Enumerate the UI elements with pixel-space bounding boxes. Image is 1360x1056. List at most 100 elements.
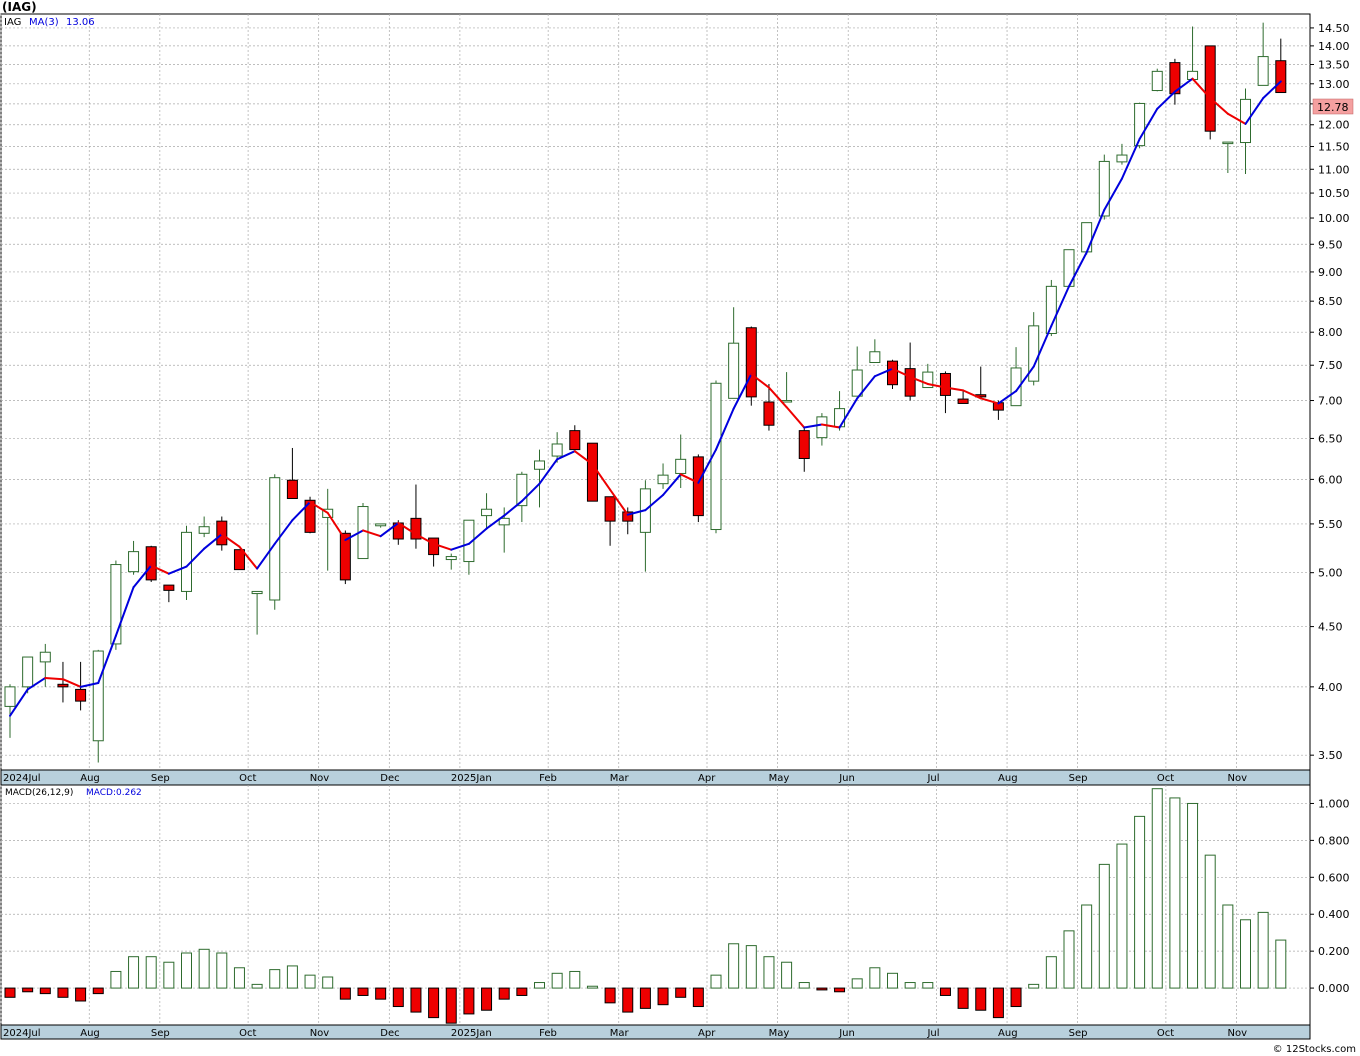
candle-body: [1204, 45, 1216, 132]
price-panel-frame: [0, 13, 1311, 771]
ma-segment: [467, 527, 488, 545]
chart-title: (IAG): [2, 0, 37, 14]
ma-segment: [1209, 97, 1229, 115]
ma-segment: [732, 373, 753, 410]
candle-body: [75, 688, 87, 702]
candle: [887, 359, 898, 389]
macd-bar: [1028, 983, 1040, 989]
candle-body: [551, 443, 563, 457]
ma-segment: [1191, 77, 1212, 100]
macd-y-tick-label: 0.800: [1318, 834, 1350, 847]
ma-segment: [1262, 80, 1282, 100]
candle-body: [286, 479, 298, 500]
macd-bar: [1063, 930, 1075, 989]
ma-segment: [414, 533, 435, 545]
ma-label: MA(3): [29, 17, 59, 28]
candle-body: [57, 683, 69, 688]
ma-segment: [997, 390, 1018, 405]
price-candles: [4, 22, 1287, 763]
macd-panel-frame: [0, 784, 1311, 1026]
macd-bar: [639, 987, 651, 1009]
macd-bar: [463, 987, 475, 1015]
symbol-label: IAG: [4, 17, 21, 28]
ma-segment: [697, 448, 717, 484]
candle: [516, 471, 528, 523]
price-y-tick-label: 6.50: [1318, 432, 1343, 445]
macd-value: MACD:0.262: [86, 788, 142, 798]
macd-x-axis: 2024Jul Aug Sep Oct Nov Dec 2025Jan Feb Mar Apr Ma…: [0, 1024, 1311, 1040]
candle-body: [534, 460, 545, 470]
macd-bar: [163, 961, 175, 989]
price-x-tick-label: Oct: [1157, 773, 1174, 784]
macd-y-tick-label: 1.000: [1318, 797, 1350, 810]
ma-segment: [750, 373, 770, 389]
candle: [657, 463, 669, 489]
price-y-tick-label: 7.50: [1318, 359, 1343, 372]
candle-body: [710, 382, 722, 531]
macd-bar: [604, 987, 616, 1004]
ma-segment: [97, 634, 117, 685]
macd-x-tick-label: Jul: [926, 1028, 939, 1039]
candle: [57, 661, 69, 703]
macd-bar: [198, 948, 210, 989]
macd-bar: [481, 987, 493, 1011]
candle: [939, 371, 951, 414]
price-x-axis: 2024Jul Aug Sep Oct Nov Dec 2025Jan Feb Mar Apr Ma…: [0, 769, 1311, 786]
price-y-tick-label: 6.00: [1318, 473, 1343, 486]
candle: [1204, 45, 1216, 140]
ma-segment: [185, 547, 206, 568]
macd-y-tick-label: 0.000: [1318, 982, 1350, 995]
macd-bar: [622, 987, 634, 1013]
price-y-tick-label: 4.00: [1318, 681, 1343, 694]
candle-body: [763, 401, 775, 426]
candle-body: [869, 351, 881, 364]
candle: [904, 342, 916, 401]
price-y-tick-label: 3.50: [1318, 749, 1343, 762]
ma-segment: [926, 382, 947, 389]
price-gridlines: [0, 14, 1310, 770]
ma-segment: [256, 542, 276, 570]
macd-bar: [445, 987, 457, 1024]
macd-bar: [1204, 854, 1216, 989]
ma-segment: [803, 423, 823, 429]
ma-segment: [962, 389, 982, 400]
macd-bar: [322, 976, 334, 989]
candle: [586, 442, 598, 502]
candle-body: [216, 520, 228, 546]
candle-body: [957, 398, 969, 404]
site-credit: © 12Stocks.com: [1272, 1044, 1356, 1055]
macd-x-axis-band: [0, 1024, 1311, 1040]
ma-segment: [891, 367, 912, 378]
candle: [798, 427, 810, 472]
price-x-tick-label: 2024Jul: [3, 773, 41, 784]
price-y-tick-label: 11.50: [1318, 141, 1350, 154]
candle-body: [834, 408, 846, 428]
candle-body: [728, 342, 740, 399]
candle: [1222, 141, 1234, 174]
candle: [869, 339, 881, 364]
macd-x-tick-label: 2024Jul: [3, 1028, 41, 1039]
candle: [728, 307, 740, 399]
candle-body: [1275, 60, 1287, 94]
macd-bar: [92, 987, 104, 995]
ma-segment: [220, 533, 241, 548]
ma-segment: [1050, 285, 1070, 327]
candle: [128, 540, 140, 575]
candle-body: [692, 456, 704, 517]
macd-x-tick-label: Aug: [998, 1028, 1018, 1039]
macd-x-tick-label: Oct: [1157, 1028, 1174, 1039]
candle-body: [1257, 56, 1269, 86]
candle-body: [110, 564, 122, 645]
ma-segment: [238, 545, 259, 570]
candle: [4, 684, 16, 738]
ma-segment: [503, 500, 523, 517]
moving-average-line: [9, 77, 1282, 717]
ma-segment: [873, 367, 894, 378]
ma-segment: [150, 564, 170, 575]
candle-body: [481, 508, 493, 517]
macd-bar: [534, 982, 545, 989]
candle-body: [39, 651, 51, 663]
ma-segment: [1138, 107, 1159, 141]
candle: [233, 549, 245, 571]
ma-segment: [203, 533, 223, 550]
